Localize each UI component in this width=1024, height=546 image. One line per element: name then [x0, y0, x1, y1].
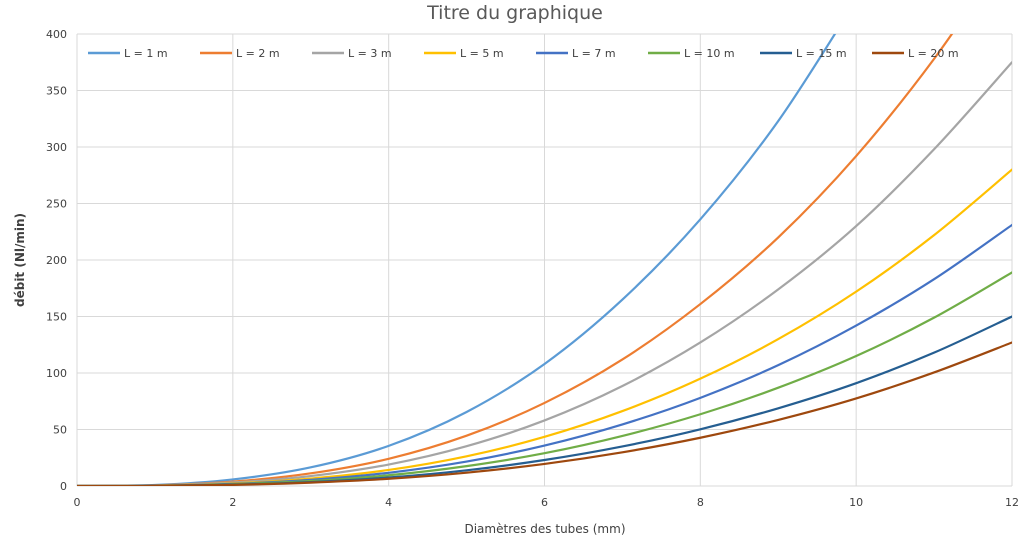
- y-tick-label: 350: [46, 85, 67, 98]
- legend-label-2: L = 2 m: [236, 47, 280, 60]
- y-tick-label: 250: [46, 198, 67, 211]
- x-tick-label: 10: [849, 496, 863, 509]
- series-line-1: [77, 34, 837, 486]
- legend-label-6: L = 10 m: [684, 47, 735, 60]
- y-tick-label: 150: [46, 311, 67, 324]
- y-tick-label: 300: [46, 141, 67, 154]
- y-tick-label: 400: [46, 28, 67, 41]
- x-tick-label: 0: [74, 496, 81, 509]
- chart-title: Titre du graphique: [426, 2, 603, 24]
- y-tick-label: 200: [46, 254, 67, 267]
- y-tick-label: 0: [60, 480, 67, 493]
- gridlines: [76, 33, 1013, 487]
- x-tick-label: 8: [697, 496, 704, 509]
- legend-label-5: L = 7 m: [572, 47, 616, 60]
- series-line-2: [77, 34, 954, 486]
- x-tick-label: 12: [1005, 496, 1019, 509]
- x-tick-label: 2: [229, 496, 236, 509]
- legend-label-8: L = 20 m: [908, 47, 959, 60]
- y-axis-label: débit (Nl/min): [13, 213, 27, 307]
- x-axis-label: Diamètres des tubes (mm): [464, 522, 625, 536]
- series-line-8: [77, 341, 1012, 486]
- legend: L = 1 m L = 2 m L = 3 m L = 5 m L = 7 m L = 1…: [88, 47, 959, 60]
- y-tick-label: 50: [53, 424, 67, 437]
- legend-label-1: L = 1 m: [124, 47, 168, 60]
- y-tick-label: 100: [46, 367, 67, 380]
- series-lines: [77, 34, 1012, 486]
- x-tick-label: 6: [541, 496, 548, 509]
- x-tick-label: 4: [385, 496, 392, 509]
- tick-labels: 0 50 100 150 200 250 300 350 400 0 2 4 6 8 10 12: [46, 28, 1019, 509]
- legend-label-7: L = 15 m: [796, 47, 847, 60]
- legend-label-3: L = 3 m: [348, 47, 392, 60]
- legend-label-4: L = 5 m: [460, 47, 504, 60]
